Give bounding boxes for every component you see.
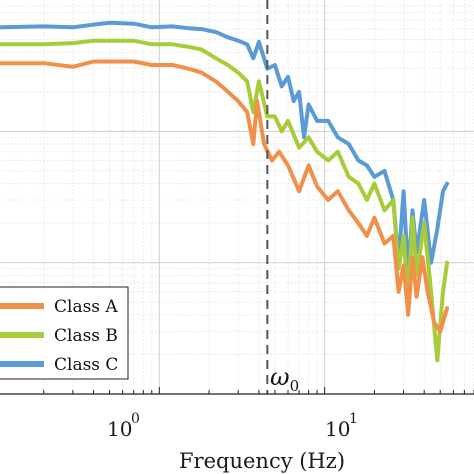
omega-zero-label: ω0 (270, 363, 299, 395)
omega-symbol: ω (270, 363, 290, 391)
x-tick-label-10-exponent: 1 (349, 411, 358, 427)
x-tick-label-10: 10 1 (325, 411, 358, 441)
legend-label-class-b: Class B (54, 326, 118, 346)
x-axis-label: Frequency (Hz) (179, 449, 345, 473)
omega-subscript: 0 (290, 377, 300, 395)
x-tick-label-10-base: 10 (325, 417, 350, 441)
x-tick-label-1: 10 0 (107, 411, 140, 441)
series-layer (0, 20, 450, 363)
axes-layer (0, 387, 474, 395)
legend: Class A Class B Class C (0, 286, 129, 380)
legend-label-class-a: Class A (54, 297, 118, 317)
x-tick-label-1-base: 10 (107, 417, 132, 441)
series-line-class-a (0, 59, 450, 334)
legend-label-class-c: Class C (54, 355, 118, 375)
x-tick-label-1-exponent: 0 (131, 411, 140, 427)
